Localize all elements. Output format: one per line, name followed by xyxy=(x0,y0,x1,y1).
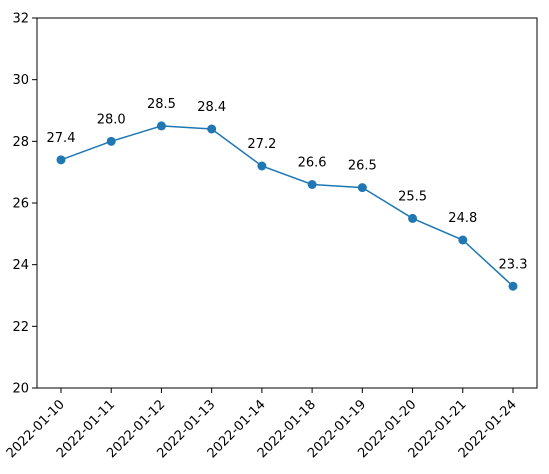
y-axis: 20 22 24 26 28 30 32 xyxy=(12,12,37,397)
data-point xyxy=(458,235,468,245)
data-label: 26.6 xyxy=(298,156,327,171)
data-point xyxy=(56,155,66,165)
series-line xyxy=(60,125,514,287)
y-tick-label: 26 xyxy=(12,197,29,212)
series-line-group xyxy=(56,121,518,291)
data-point xyxy=(357,183,367,193)
data-label: 28.4 xyxy=(197,100,226,115)
y-tick-label: 28 xyxy=(12,135,29,150)
data-point xyxy=(508,281,518,291)
data-label: 26.5 xyxy=(348,159,377,174)
data-point xyxy=(408,213,418,223)
data-label: 28.5 xyxy=(147,97,176,112)
data-labels-group: 27.4 28.0 28.5 28.4 27.2 26.6 26.5 25.5 24.8 23.3 xyxy=(47,97,528,272)
y-tick-label: 30 xyxy=(12,73,29,88)
data-label: 27.2 xyxy=(247,137,276,152)
y-tick-label: 32 xyxy=(12,12,29,27)
data-point xyxy=(207,124,217,134)
data-point xyxy=(307,180,317,189)
y-tick-label: 22 xyxy=(12,320,29,335)
y-tick-label: 24 xyxy=(12,258,29,273)
data-label: 23.3 xyxy=(499,257,528,272)
plot-area-frame xyxy=(36,17,538,389)
data-point xyxy=(257,161,267,171)
data-label: 28.0 xyxy=(97,112,126,127)
data-label: 25.5 xyxy=(398,189,427,204)
data-label: 24.8 xyxy=(448,211,477,226)
x-axis: 2022-01-102022-01-112022-01-122022-01-13… xyxy=(4,388,520,461)
y-tick-label: 20 xyxy=(12,382,29,397)
data-label: 27.4 xyxy=(47,131,76,146)
data-point xyxy=(156,121,166,131)
data-point xyxy=(106,136,116,146)
